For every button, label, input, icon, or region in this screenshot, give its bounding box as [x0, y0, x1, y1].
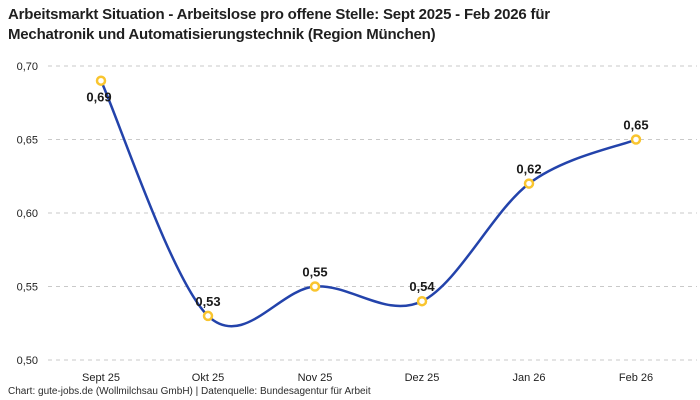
x-axis-tick-label: Sept 25 — [82, 372, 120, 384]
data-point-label: 0,62 — [516, 162, 541, 177]
data-point-label: 0,53 — [195, 294, 220, 309]
x-axis-tick-label: Feb 26 — [619, 372, 653, 384]
y-axis-tick-label: 0,55 — [17, 282, 38, 294]
y-axis-tick-label: 0,60 — [17, 208, 38, 220]
data-point-label: 0,54 — [409, 279, 435, 294]
chart-title-line2: Mechatronik und Automatisierungstechnik … — [8, 26, 436, 43]
y-axis-tick-label: 0,65 — [17, 135, 38, 147]
data-point-marker — [95, 75, 107, 86]
x-axis-tick-label: Okt 25 — [192, 372, 224, 384]
chart-source-footer: Chart: gute-jobs.de (Wollmilchsau GmbH) … — [8, 386, 371, 397]
data-point-marker — [309, 281, 321, 292]
x-axis-tick-label: Jan 26 — [512, 372, 545, 384]
x-axis-tick-label: Dez 25 — [405, 372, 440, 384]
chart-title-line1: Arbeitsmarkt Situation - Arbeitslose pro… — [8, 6, 550, 23]
data-point-marker — [630, 134, 642, 145]
data-point-label: 0,55 — [302, 265, 327, 280]
data-point-label: 0,69 — [86, 90, 111, 105]
y-axis-tick-label: 0,50 — [17, 355, 38, 367]
chart-title: Arbeitsmarkt Situation - Arbeitslose pro… — [8, 5, 692, 45]
data-point-marker — [416, 295, 428, 307]
x-axis-tick-label: Nov 25 — [298, 372, 333, 384]
series-line — [99, 79, 638, 328]
data-point-label: 0,65 — [623, 118, 648, 133]
y-axis-tick-label: 0,70 — [17, 61, 38, 73]
data-point-marker — [202, 310, 214, 322]
data-point-marker — [523, 178, 535, 189]
